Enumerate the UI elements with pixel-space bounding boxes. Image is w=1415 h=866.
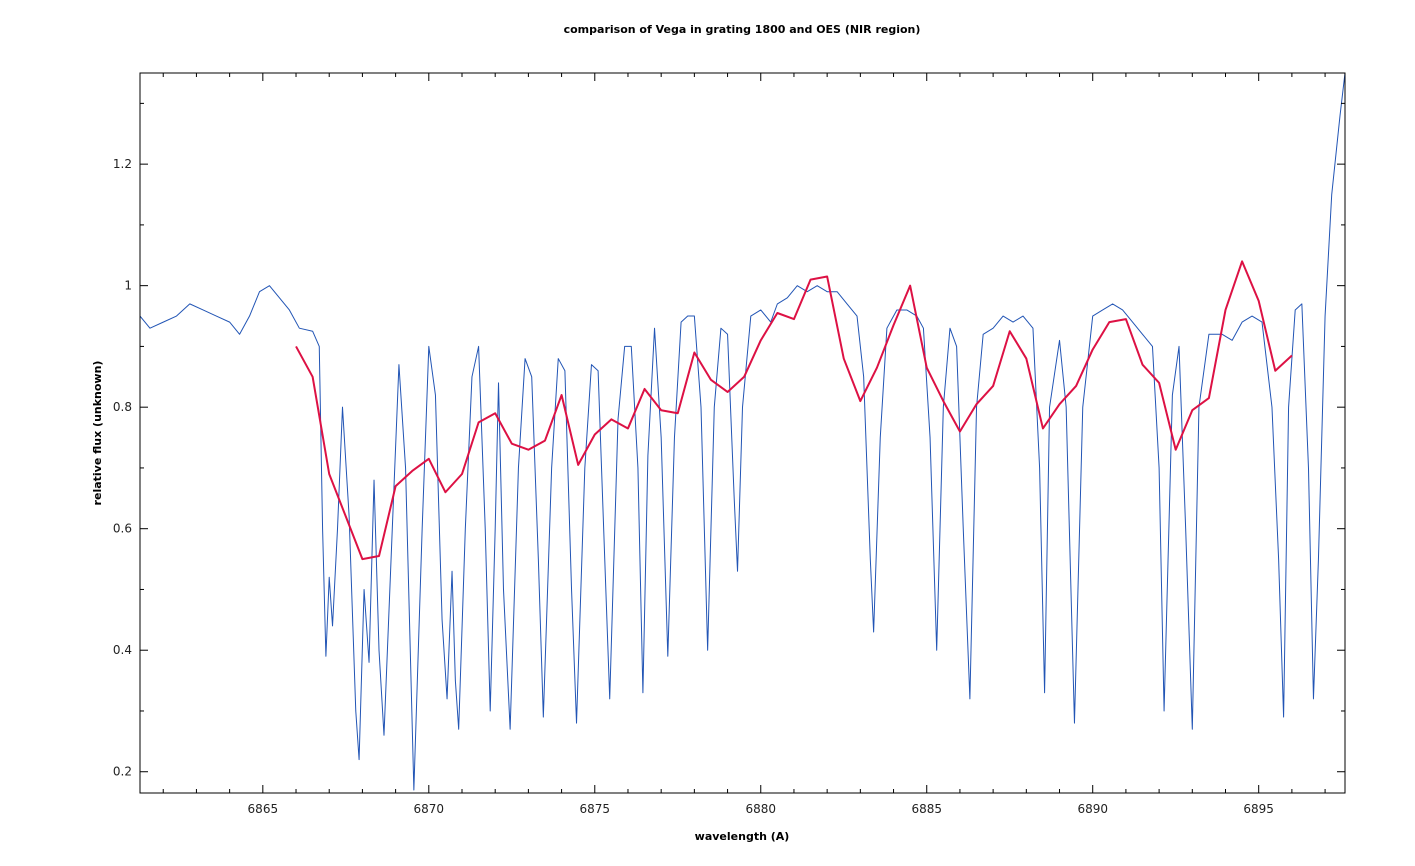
x-tick-label: 6885 xyxy=(911,802,942,816)
x-tick-label: 6865 xyxy=(248,802,279,816)
x-tick-label: 6880 xyxy=(745,802,776,816)
y-tick-label: 1.2 xyxy=(113,157,132,171)
spectrum-line-red xyxy=(295,260,1293,561)
axis-tick-labels: 6865 6870 6875 6880 6885 6890 6895 0.2 0.4 0.6 0.8… xyxy=(113,157,1274,816)
y-tick-label: 0.8 xyxy=(113,400,132,414)
x-tick-label: 6895 xyxy=(1243,802,1274,816)
axis-ticks xyxy=(140,73,1345,793)
x-tick-label: 6870 xyxy=(414,802,445,816)
x-tick-label: 6890 xyxy=(1077,802,1108,816)
plot-frame xyxy=(139,72,1346,794)
plot-area xyxy=(140,73,1345,791)
y-axis-label: relative flux (unknown) xyxy=(91,361,104,506)
spectrum-line-blue xyxy=(140,73,1345,791)
y-tick-label: 0.6 xyxy=(113,522,132,536)
y-tick-label: 0.2 xyxy=(113,765,132,779)
x-tick-label: 6875 xyxy=(580,802,611,816)
y-tick-label: 1 xyxy=(124,279,132,293)
y-tick-label: 0.4 xyxy=(113,643,132,657)
x-axis-label: wavelength (A) xyxy=(695,830,790,843)
chart-title: comparison of Vega in grating 1800 and O… xyxy=(564,23,921,36)
